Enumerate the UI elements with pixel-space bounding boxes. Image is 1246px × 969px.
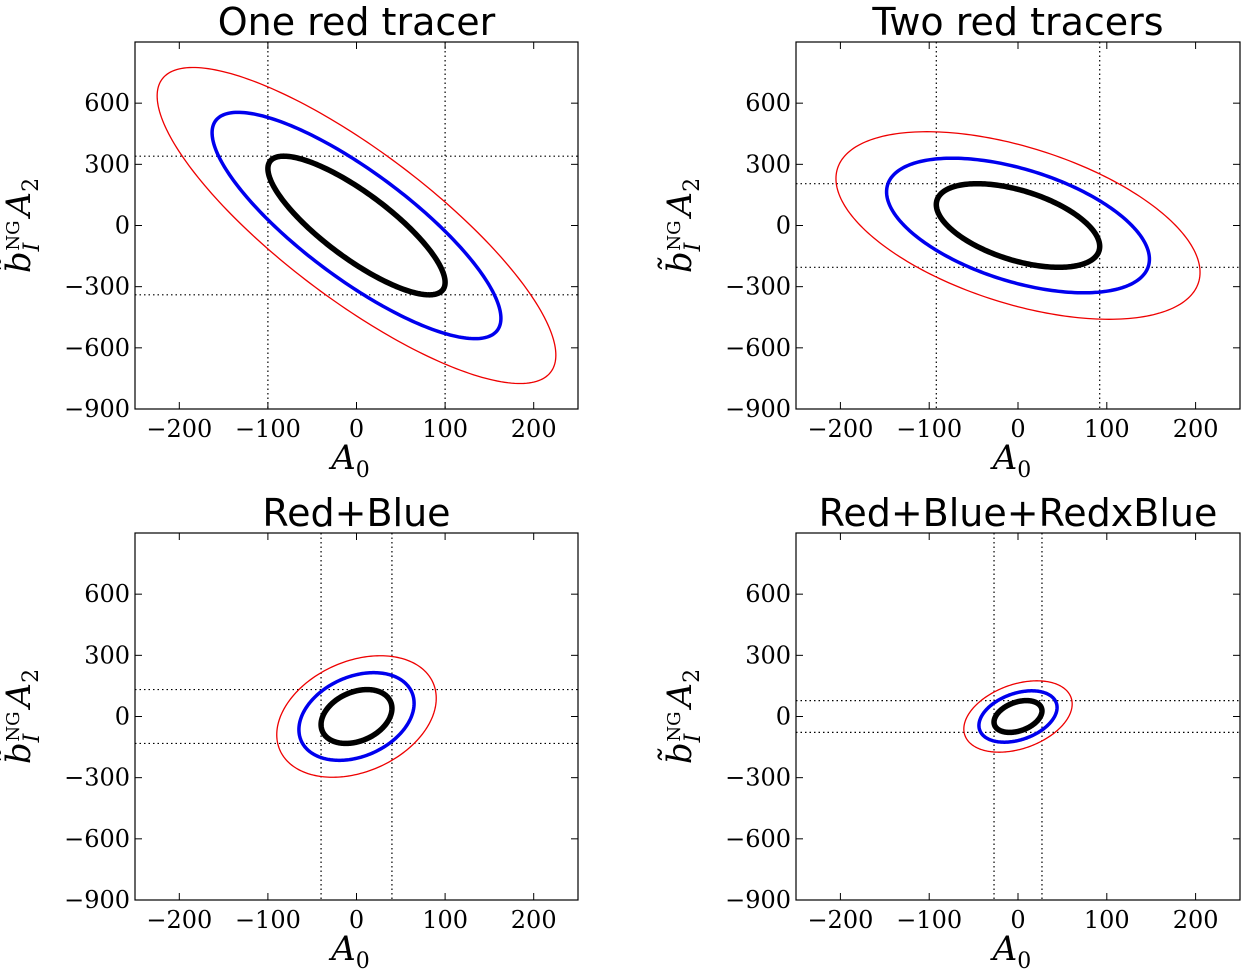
contour-inner — [318, 686, 395, 747]
x-axis-label: A0 — [990, 438, 1032, 483]
plot-frame — [134, 41, 579, 410]
x-tick-label: 100 — [422, 906, 468, 934]
y-tick-label: −600 — [64, 825, 130, 853]
x-tick-label: 0 — [1010, 415, 1025, 443]
contour-middle — [884, 156, 1152, 295]
contour-inner — [265, 153, 448, 298]
x-tick-label: 200 — [1173, 906, 1219, 934]
y-tick-label: 600 — [745, 580, 791, 608]
y-tick-label: −600 — [725, 825, 791, 853]
y-axis-label: b̃INGA2 — [0, 178, 45, 273]
panel-title: Red+Blue+RedxBlue — [819, 491, 1218, 535]
contour-inner — [933, 180, 1103, 271]
y-tick-label: −300 — [725, 273, 791, 301]
x-tick-label: 200 — [511, 415, 557, 443]
y-tick-label: 600 — [745, 89, 791, 117]
x-tick-label: −100 — [896, 415, 962, 443]
y-tick-label: −300 — [64, 764, 130, 792]
x-axis-label: A0 — [990, 929, 1032, 969]
y-tick-label: −600 — [64, 334, 130, 362]
y-tick-label: 0 — [115, 212, 130, 240]
y-tick-label: 600 — [84, 89, 130, 117]
panel-title: Red+Blue — [262, 491, 450, 535]
x-tick-label: 100 — [422, 415, 468, 443]
panel-title: One red tracer — [218, 0, 496, 44]
y-tick-label: −900 — [64, 886, 130, 914]
x-axis-label: A0 — [328, 929, 370, 969]
y-tick-label: 600 — [84, 580, 130, 608]
y-tick-label: 0 — [776, 212, 791, 240]
x-tick-label: −100 — [235, 415, 301, 443]
y-tick-label: 300 — [84, 641, 130, 669]
y-tick-label: −300 — [64, 273, 130, 301]
plot-frame — [795, 532, 1241, 901]
x-tick-label: −200 — [146, 415, 212, 443]
panel-4: Red+Blue+RedxBlue −200 −100 0 100 200 −900 −600… — [657, 491, 1241, 969]
contour-outer — [835, 131, 1201, 320]
x-tick-label: 0 — [1010, 906, 1025, 934]
y-tick-label: 300 — [745, 641, 791, 669]
y-tick-label: −600 — [725, 334, 791, 362]
contour-middle — [977, 689, 1059, 744]
y-tick-label: 300 — [84, 150, 130, 178]
contour-inner — [991, 697, 1045, 736]
x-tick-label: −100 — [896, 906, 962, 934]
plot-frame — [795, 41, 1241, 410]
y-tick-label: 0 — [776, 703, 791, 731]
x-tick-label: 0 — [349, 415, 364, 443]
contour-outer — [156, 66, 557, 385]
x-axis-label: A0 — [328, 438, 370, 483]
x-tick-label: 200 — [1173, 415, 1219, 443]
contour-middle — [297, 670, 416, 763]
panel-3: Red+Blue −200 −100 0 100 200 −900 −600 −300 0 300 6… — [0, 491, 579, 969]
y-tick-label: 0 — [115, 703, 130, 731]
y-tick-label: −900 — [725, 886, 791, 914]
panel-title: Two red tracers — [871, 0, 1163, 44]
contour-outer — [276, 655, 437, 778]
x-tick-label: −100 — [235, 906, 301, 934]
x-tick-label: 200 — [511, 906, 557, 934]
contour-middle — [210, 110, 503, 341]
panel-2: Two red tracers −200 −100 0 100 200 −900 −600 −3… — [657, 0, 1241, 483]
x-tick-label: −200 — [146, 906, 212, 934]
y-tick-label: −900 — [64, 395, 130, 423]
x-tick-label: −200 — [807, 906, 873, 934]
y-tick-label: −900 — [725, 395, 791, 423]
y-axis-label: b̃INGA2 — [657, 669, 706, 764]
x-tick-label: 0 — [349, 906, 364, 934]
x-tick-label: −200 — [807, 415, 873, 443]
contour-outer — [963, 680, 1073, 753]
y-tick-label: −300 — [725, 764, 791, 792]
y-axis-label: b̃INGA2 — [657, 178, 706, 273]
y-axis-label: b̃INGA2 — [0, 669, 45, 764]
x-tick-label: 100 — [1084, 415, 1130, 443]
panel-1: One red tracer −200 −100 0 100 200 −900 −600 −30… — [0, 0, 579, 483]
y-tick-label: 300 — [745, 150, 791, 178]
x-tick-label: 100 — [1084, 906, 1130, 934]
plot-frame — [134, 532, 579, 901]
